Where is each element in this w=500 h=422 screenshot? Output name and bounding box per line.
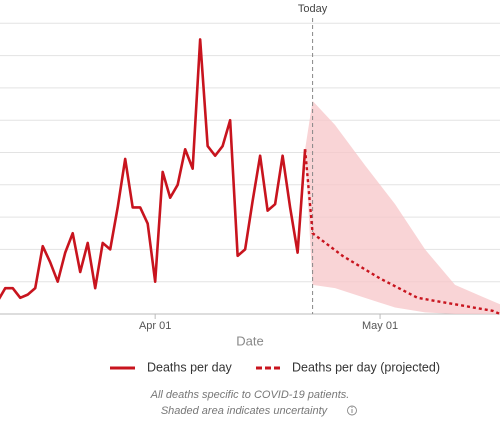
series-line [303,149,500,316]
uncertainty-band [305,100,500,314]
legend-label: Deaths per day (projected) [292,360,440,374]
x-tick-label: Apr 01 [139,320,171,332]
note: All deaths specific to COVID-19 patients… [150,389,350,401]
legend-label: Deaths per day [147,360,233,374]
series-line [0,38,307,300]
info-icon [347,405,357,416]
plot-area: Apr 01 May 01 [0,18,500,332]
note: Shaded area indicates uncertainty [161,405,329,417]
x-axis-label: Date [236,333,263,348]
x-tick-label: May 01 [362,320,398,332]
today-label: Today [298,3,328,15]
